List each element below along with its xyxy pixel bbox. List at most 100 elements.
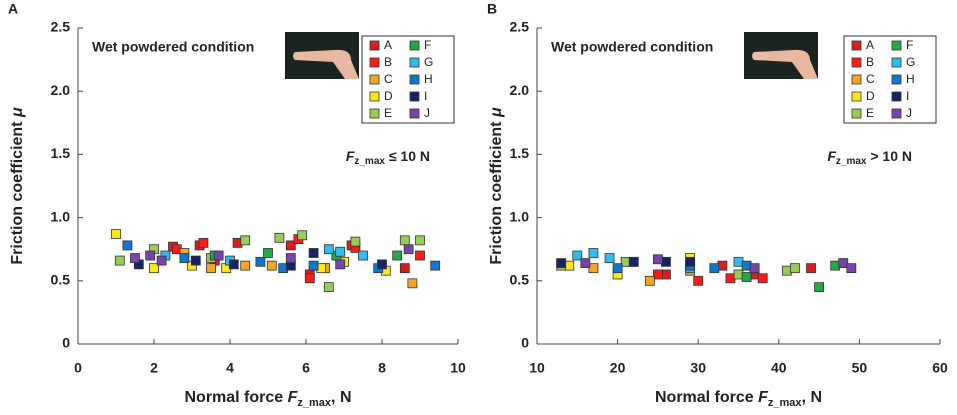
legend-label: C [384,72,393,86]
point [814,282,824,293]
point [308,248,319,258]
point [733,269,744,280]
legend-label: B [384,55,392,69]
y-tick-label: 0 [521,335,529,351]
point [564,260,575,271]
x-label-unit: , N [802,389,822,406]
point [717,260,728,271]
point [399,263,410,274]
point [377,259,387,270]
point [206,263,216,274]
legend-marker [369,108,380,119]
point [604,253,615,263]
legend-label: B [866,55,874,69]
point [111,229,121,239]
point [403,244,414,255]
legend-marker [369,57,380,68]
point [415,250,425,261]
point [358,250,368,261]
point [741,260,752,271]
point [392,250,403,261]
point [266,260,277,271]
legend-marker [409,108,420,119]
point [661,256,671,267]
condition-label: Fz_max ≤ 10 N [346,148,430,167]
legend-label: H [424,72,433,86]
point [628,256,639,267]
point [653,269,663,280]
x-axis-label: Normal force Fz_max, N [184,389,351,409]
panel-label: B [487,1,497,17]
y-tick-label: 0.5 [510,272,530,288]
x-tick-label: 6 [302,360,310,376]
x-tick-label: 0 [74,360,82,376]
point [588,248,599,258]
point [620,256,631,267]
point [130,253,140,263]
point [580,258,591,269]
legend-label: F [424,38,431,52]
point [198,237,209,248]
x-label-var: F [758,389,769,406]
point [838,258,849,269]
legend-marker [851,40,862,51]
legend-marker [891,74,902,85]
legend-marker [369,74,380,85]
point [399,235,410,246]
point [304,273,315,284]
point [556,258,567,269]
point [190,255,201,266]
point [285,240,296,251]
y-tick-label: 2.0 [510,82,530,98]
point [335,259,346,270]
point [733,256,744,267]
legend-label: D [866,89,875,103]
legend-marker [409,57,420,68]
point [781,265,792,276]
legend-label: I [424,89,427,103]
x-tick-label: 20 [610,360,626,376]
point [407,278,418,289]
point [790,263,800,274]
point [335,246,346,257]
point [572,250,583,261]
x-label-unit: , N [331,389,351,406]
condition-rest: > 10 N [866,148,912,164]
y-tick-label: 1.5 [510,145,530,161]
legend-marker [851,108,862,119]
point [653,254,663,265]
x-tick-label: 2 [150,360,158,376]
point [149,263,159,274]
legend-marker [851,74,862,85]
legend-label: C [866,72,875,86]
point [612,263,623,274]
legend-label: F [906,38,913,52]
y-tick-label: 0 [62,335,70,351]
legend-label: G [424,55,433,69]
legend-label: J [906,106,912,120]
y-label-text: Friction coefficient [488,117,505,265]
y-tick-label: 1.5 [51,145,71,161]
x-tick-label: 60 [932,360,948,376]
condition-var: F [827,148,836,164]
annotation: Wet powdered condition [92,39,254,55]
y-label-var: μ [9,107,26,118]
x-label-sub: z_max [768,397,803,409]
point [179,253,190,263]
y-tick-label: 1.0 [51,208,71,224]
x-label-text: Normal force [655,389,758,406]
legend-marker [891,108,902,119]
point [709,263,720,274]
legend-label: E [866,106,874,120]
legend-marker [891,40,902,51]
point [274,232,285,243]
x-tick-label: 10 [450,360,466,376]
condition-rest: ≤ 10 N [385,148,430,164]
panel-label: A [8,1,18,17]
point [213,250,224,261]
y-tick-label: 2.5 [51,19,71,35]
legend-label: I [906,89,909,103]
y-axis-label: Friction coefficient μ [488,107,505,265]
point [263,248,273,258]
legend-label: E [384,106,392,120]
